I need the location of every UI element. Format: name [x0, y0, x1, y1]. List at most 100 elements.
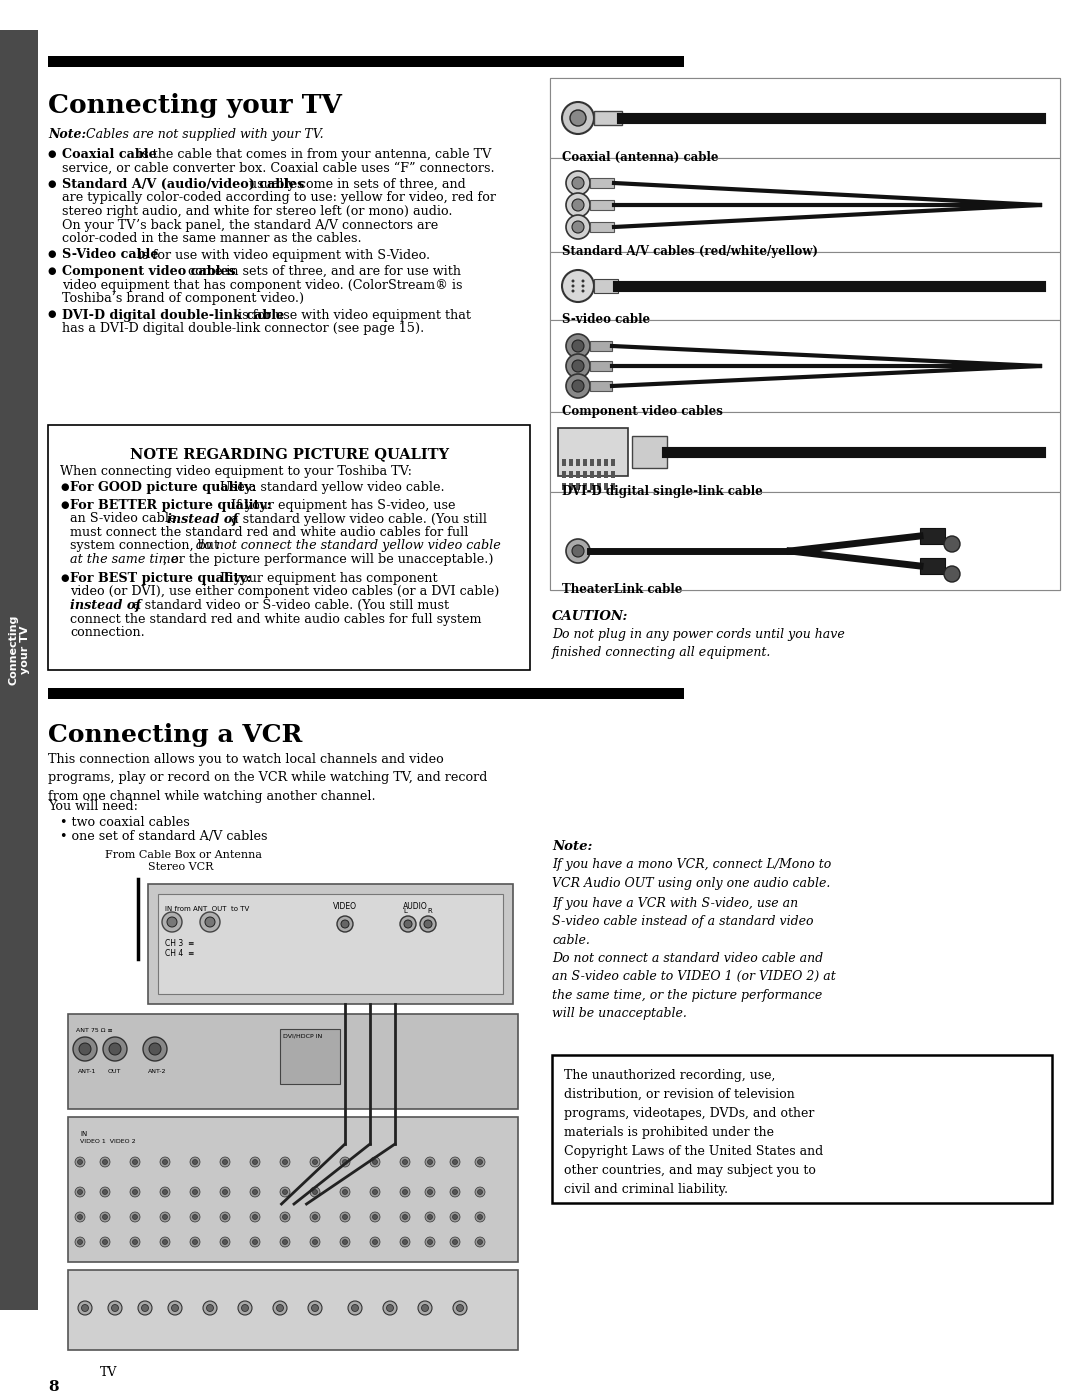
Bar	[590, 341, 612, 351]
Bar	[611, 471, 615, 478]
Circle shape	[280, 1157, 291, 1166]
Circle shape	[190, 1187, 200, 1197]
Circle shape	[249, 1213, 260, 1222]
Text: This connection allows you to watch local channels and video
programs, play or r: This connection allows you to watch loca…	[48, 753, 487, 803]
Circle shape	[450, 1187, 460, 1197]
Circle shape	[100, 1187, 110, 1197]
Bar	[558, 427, 627, 476]
Bar	[576, 483, 580, 490]
Bar	[590, 222, 615, 232]
Text: an S-video cable: an S-video cable	[70, 513, 180, 525]
Circle shape	[253, 1160, 257, 1165]
Circle shape	[253, 1239, 257, 1245]
Text: S-Video cable: S-Video cable	[62, 249, 159, 261]
Circle shape	[249, 1157, 260, 1166]
Circle shape	[103, 1160, 108, 1165]
Circle shape	[383, 1301, 397, 1315]
Text: usually come in sets of three, and: usually come in sets of three, and	[245, 177, 465, 191]
Circle shape	[341, 921, 349, 928]
Text: ●: ●	[48, 250, 56, 260]
Circle shape	[566, 353, 590, 379]
Circle shape	[428, 1189, 432, 1194]
Text: come in sets of three, and are for use with: come in sets of three, and are for use w…	[184, 265, 461, 278]
Circle shape	[167, 916, 177, 928]
Circle shape	[172, 1305, 178, 1312]
Text: at the same time: at the same time	[70, 553, 178, 566]
Circle shape	[78, 1160, 82, 1165]
Circle shape	[78, 1214, 82, 1220]
Circle shape	[404, 921, 411, 928]
Circle shape	[342, 1214, 348, 1220]
Circle shape	[581, 289, 584, 292]
Circle shape	[477, 1214, 483, 1220]
Text: Coaxial cable: Coaxial cable	[62, 148, 157, 161]
Bar	[583, 483, 588, 490]
Circle shape	[453, 1160, 458, 1165]
Circle shape	[203, 1301, 217, 1315]
Circle shape	[373, 1214, 378, 1220]
Circle shape	[283, 1160, 287, 1165]
Circle shape	[342, 1160, 348, 1165]
Circle shape	[283, 1239, 287, 1245]
Circle shape	[238, 1301, 252, 1315]
Text: DVI-D digital single-link cable: DVI-D digital single-link cable	[562, 485, 762, 497]
Text: VIDEO: VIDEO	[333, 902, 357, 911]
Circle shape	[450, 1213, 460, 1222]
Bar	[562, 460, 566, 467]
Circle shape	[426, 1236, 435, 1248]
Bar	[280, 1030, 340, 1084]
Bar	[569, 460, 573, 467]
Circle shape	[400, 1157, 410, 1166]
Bar	[569, 471, 573, 478]
Circle shape	[426, 1187, 435, 1197]
Circle shape	[133, 1189, 137, 1194]
Circle shape	[566, 334, 590, 358]
Circle shape	[276, 1305, 283, 1312]
Circle shape	[453, 1214, 458, 1220]
Text: R: R	[428, 908, 432, 914]
Circle shape	[370, 1236, 380, 1248]
Circle shape	[141, 1305, 149, 1312]
Circle shape	[566, 170, 590, 196]
Circle shape	[75, 1236, 85, 1248]
Bar	[48, 56, 684, 67]
Text: Stereo VCR: Stereo VCR	[148, 862, 214, 872]
Text: ●: ●	[48, 149, 56, 159]
Circle shape	[283, 1214, 287, 1220]
Text: CH 4  ≡: CH 4 ≡	[165, 949, 194, 958]
Text: OUT: OUT	[108, 1069, 121, 1074]
Circle shape	[222, 1214, 228, 1220]
Text: Do not plug in any power cords until you have
finished connecting all equipment.: Do not plug in any power cords until you…	[552, 629, 845, 659]
Bar	[604, 483, 608, 490]
Circle shape	[403, 1239, 407, 1245]
Text: instead of: instead of	[167, 513, 238, 525]
Text: Toshiba’s brand of component video.): Toshiba’s brand of component video.)	[62, 292, 305, 305]
Bar	[550, 158, 1059, 251]
Circle shape	[130, 1157, 140, 1166]
Bar	[597, 483, 600, 490]
Circle shape	[249, 1187, 260, 1197]
Circle shape	[340, 1157, 350, 1166]
Circle shape	[253, 1214, 257, 1220]
Circle shape	[387, 1305, 393, 1312]
Circle shape	[403, 1189, 407, 1194]
Circle shape	[162, 912, 183, 932]
Text: is for use with video equipment with S-Video.: is for use with video equipment with S-V…	[134, 249, 430, 261]
Circle shape	[143, 1037, 167, 1060]
Bar	[594, 279, 618, 293]
Text: must connect the standard red and white audio cables for full: must connect the standard red and white …	[70, 527, 469, 539]
Circle shape	[424, 921, 432, 928]
Circle shape	[160, 1236, 170, 1248]
Circle shape	[78, 1189, 82, 1194]
Bar	[68, 1270, 518, 1350]
Circle shape	[566, 539, 590, 563]
Circle shape	[428, 1214, 432, 1220]
Circle shape	[103, 1214, 108, 1220]
Circle shape	[340, 1187, 350, 1197]
Text: If your equipment has S-video, use: If your equipment has S-video, use	[227, 499, 456, 511]
Circle shape	[572, 198, 584, 211]
Bar	[920, 528, 945, 543]
Circle shape	[340, 1236, 350, 1248]
Bar	[550, 78, 1059, 158]
Circle shape	[581, 279, 584, 282]
